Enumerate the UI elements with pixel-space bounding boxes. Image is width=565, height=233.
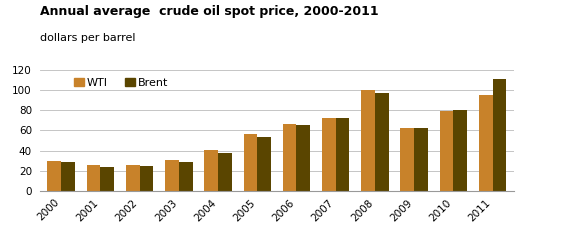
Bar [257, 137, 271, 191]
Text: Annual average  crude oil spot price, 2000-2011: Annual average crude oil spot price, 200… [40, 5, 378, 18]
Bar [453, 110, 467, 191]
Legend: WTI, Brent: WTI, Brent [73, 78, 168, 88]
Bar [61, 162, 75, 191]
Text: dollars per barrel: dollars per barrel [40, 33, 135, 43]
Bar [336, 118, 349, 191]
Bar [401, 128, 414, 191]
Bar [322, 118, 336, 191]
Bar [361, 90, 375, 191]
Bar [440, 111, 453, 191]
Bar [218, 153, 232, 191]
Bar [165, 160, 179, 191]
Bar [126, 165, 140, 191]
Bar [86, 165, 101, 191]
Bar [297, 125, 310, 191]
Bar [282, 124, 297, 191]
Bar [205, 150, 218, 191]
Bar [479, 95, 493, 191]
Bar [47, 161, 61, 191]
Bar [179, 162, 193, 191]
Bar [244, 134, 257, 191]
Bar [375, 93, 389, 191]
Bar [101, 167, 114, 191]
Bar [414, 128, 428, 191]
Bar [493, 79, 506, 191]
Bar [140, 166, 153, 191]
